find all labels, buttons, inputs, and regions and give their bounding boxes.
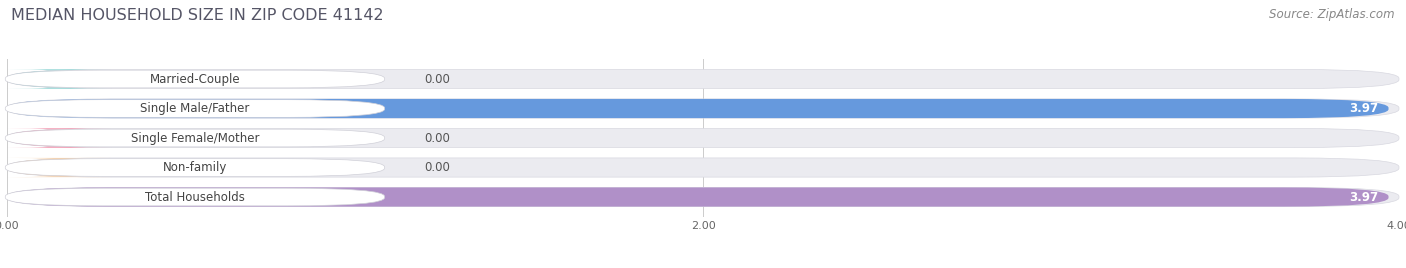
FancyBboxPatch shape	[7, 158, 1399, 177]
Text: 3.97: 3.97	[1348, 191, 1378, 203]
FancyBboxPatch shape	[6, 159, 385, 176]
FancyBboxPatch shape	[7, 69, 111, 89]
FancyBboxPatch shape	[6, 129, 385, 147]
FancyBboxPatch shape	[6, 70, 385, 88]
Text: Total Households: Total Households	[145, 191, 245, 203]
FancyBboxPatch shape	[6, 100, 385, 117]
FancyBboxPatch shape	[7, 99, 1399, 118]
Text: Married-Couple: Married-Couple	[149, 73, 240, 85]
FancyBboxPatch shape	[6, 188, 385, 206]
FancyBboxPatch shape	[7, 187, 1399, 207]
FancyBboxPatch shape	[7, 99, 1389, 118]
Text: 0.00: 0.00	[425, 73, 450, 85]
FancyBboxPatch shape	[7, 69, 1399, 89]
Text: Single Female/Mother: Single Female/Mother	[131, 132, 259, 144]
FancyBboxPatch shape	[7, 128, 1399, 148]
Text: MEDIAN HOUSEHOLD SIZE IN ZIP CODE 41142: MEDIAN HOUSEHOLD SIZE IN ZIP CODE 41142	[11, 8, 384, 23]
Text: Source: ZipAtlas.com: Source: ZipAtlas.com	[1270, 8, 1395, 21]
Text: 3.97: 3.97	[1348, 102, 1378, 115]
Text: 0.00: 0.00	[425, 132, 450, 144]
FancyBboxPatch shape	[7, 187, 1389, 207]
Text: 0.00: 0.00	[425, 161, 450, 174]
Text: Single Male/Father: Single Male/Father	[141, 102, 250, 115]
Text: Non-family: Non-family	[163, 161, 228, 174]
FancyBboxPatch shape	[7, 158, 111, 177]
FancyBboxPatch shape	[7, 128, 111, 148]
